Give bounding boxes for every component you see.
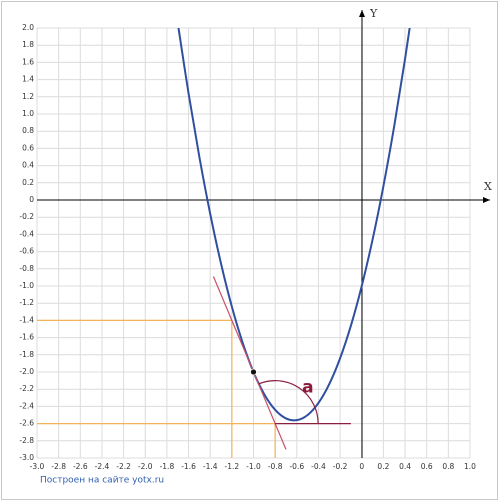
- series-line: [212, 276, 287, 450]
- grid: [36, 27, 471, 459]
- y-tick-label: 0.4: [22, 161, 34, 170]
- overlay: a: [250, 368, 319, 424]
- x-tick-label: -0.4: [311, 462, 326, 471]
- x-tick-label: 0.2: [377, 462, 389, 471]
- x-tick-label: -3.0: [30, 462, 45, 471]
- y-tick-label: 2.0: [22, 23, 34, 32]
- x-tick-label: 0.8: [442, 462, 454, 471]
- x-arrow: [483, 197, 490, 203]
- y-tick-label: 1.0: [22, 109, 34, 118]
- annotation: a: [302, 378, 313, 398]
- y-tick-label: 0.2: [22, 178, 34, 187]
- x-tick-label: -2.0: [138, 462, 153, 471]
- y-tick-label: -2.2: [19, 384, 34, 393]
- y-tick-label: 1.6: [22, 57, 34, 66]
- y-tick-label: -2.8: [19, 436, 34, 445]
- x-tick-label: -1.2: [225, 462, 240, 471]
- x-tick-label: -0.6: [289, 462, 304, 471]
- plot-area: [37, 28, 411, 458]
- y-tick-label: -2.6: [19, 419, 34, 428]
- x-tick-label: -2.2: [116, 462, 131, 471]
- x-tick-label: -0.8: [268, 462, 283, 471]
- axes: X Y -3.0 -2.8 -2.6 -2.4 -2.2 -2.0 -1.8 -1.6 -1.4…: [19, 7, 492, 471]
- x-tick-label: -2.6: [73, 462, 88, 471]
- x-tick-label: -2.4: [95, 462, 110, 471]
- x-tick-label: -1.8: [160, 462, 175, 471]
- x-tick-label: -2.8: [51, 462, 66, 471]
- y-tick-label: 0.6: [22, 143, 34, 152]
- y-arrow: [359, 10, 365, 17]
- x-tick-label: -0.2: [333, 462, 348, 471]
- x-tick-label: 0.6: [421, 462, 433, 471]
- x-tick-label: 1.0: [464, 462, 476, 471]
- y-tick-label: -1.4: [19, 315, 34, 324]
- y-tick-label: -2.4: [19, 401, 34, 410]
- y-tick-label: -0.6: [19, 247, 34, 256]
- y-tick-label: -1.6: [19, 333, 34, 342]
- y-tick-label: 0.8: [22, 126, 34, 135]
- y-tick-label: 1.8: [22, 40, 34, 49]
- x-axis-label: X: [484, 180, 492, 193]
- y-tick-label: 1.4: [22, 75, 34, 84]
- y-tick-label: 0: [29, 195, 34, 204]
- series-line: [177, 28, 411, 422]
- x-tick-label: -1.0: [246, 462, 261, 471]
- angle-arc: [258, 380, 319, 424]
- y-axis-label: Y: [369, 7, 378, 20]
- x-tick-label: -1.6: [181, 462, 196, 471]
- x-tick-label: -1.4: [203, 462, 218, 471]
- footer[interactable]: Построен на сайте yotx.ru: [40, 476, 164, 486]
- y-tick-label: -0.4: [19, 229, 34, 238]
- y-tick-label: -2.0: [19, 367, 34, 376]
- y-tick-label: -3.0: [19, 453, 34, 462]
- y-tick-label: -0.8: [19, 264, 34, 273]
- x-tick-label: 0: [359, 462, 364, 471]
- y-tick-label: -1.8: [19, 350, 34, 359]
- y-tick-label: -0.2: [19, 212, 34, 221]
- y-tick-label: -1.0: [19, 281, 34, 290]
- y-tick-label: -1.2: [19, 298, 34, 307]
- y-tick-label: 1.2: [22, 92, 34, 101]
- point: [250, 368, 257, 376]
- x-tick-label: 0.4: [399, 462, 411, 471]
